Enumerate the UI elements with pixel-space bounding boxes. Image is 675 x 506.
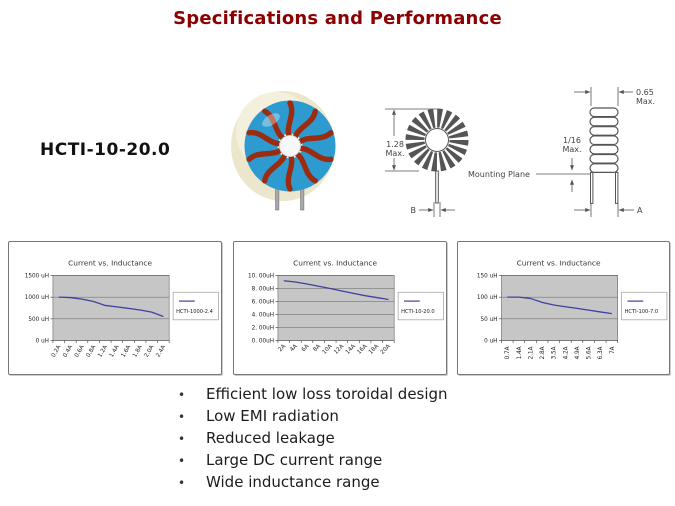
feature-item: • Efficient low loss toroidal design	[178, 384, 448, 406]
svg-text:2. 00uH: 2. 00uH	[252, 325, 274, 331]
svg-text:Current vs. Inductance: Current vs. Inductance	[293, 259, 377, 268]
front-height-dim-max: Max.	[385, 149, 404, 158]
svg-text:1.8A: 1.8A	[132, 344, 144, 358]
product-photo	[231, 91, 336, 211]
svg-text:Current vs. Inductance: Current vs. Inductance	[68, 259, 152, 268]
svg-text:50 uH: 50 uH	[481, 317, 498, 323]
svg-text:HCTI-100-7.0: HCTI-100-7.0	[625, 309, 659, 315]
svg-text:4.9A: 4.9A	[575, 346, 581, 359]
svg-text:18A: 18A	[368, 344, 380, 356]
feature-text: Reduced leakage	[206, 429, 335, 447]
svg-text:14A: 14A	[345, 344, 357, 356]
svg-text:0.2A: 0.2A	[51, 344, 63, 358]
mounting-plane-label: Mounting Plane	[468, 170, 530, 179]
svg-text:0.6A: 0.6A	[74, 344, 86, 358]
svg-text:0 uH: 0 uH	[36, 338, 49, 344]
bullet-icon: •	[178, 432, 186, 446]
core-hole	[279, 135, 301, 157]
feature-text: Efficient low loss toroidal design	[206, 385, 448, 403]
svg-text:2.1A: 2.1A	[528, 346, 534, 359]
svg-text:Current vs. Inductance: Current vs. Inductance	[517, 259, 601, 268]
svg-text:16A: 16A	[356, 344, 368, 356]
svg-text:8. 00uH: 8. 00uH	[252, 286, 274, 292]
svg-text:0. 00uH: 0. 00uH	[252, 338, 274, 344]
svg-text:8A: 8A	[312, 344, 322, 354]
svg-text:6. 00uH: 6. 00uH	[252, 299, 274, 305]
standoff-dim: 1/16	[563, 136, 581, 145]
svg-text:0.4A: 0.4A	[62, 344, 74, 358]
svg-text:7A: 7A	[610, 346, 616, 354]
svg-text:500 uH: 500 uH	[28, 317, 49, 323]
bullet-icon: •	[178, 476, 186, 490]
svg-text:2.0A: 2.0A	[144, 344, 156, 358]
svg-text:1.4A: 1.4A	[517, 346, 523, 359]
svg-text:4. 00uH: 4. 00uH	[252, 312, 274, 318]
svg-text:6A: 6A	[301, 344, 311, 354]
svg-text:20A: 20A	[380, 344, 392, 356]
feature-text: Large DC current range	[206, 451, 383, 469]
svg-text:12A: 12A	[333, 344, 345, 356]
svg-text:2.4A: 2.4A	[155, 344, 167, 358]
front-view: 1.28 Max. Mounting Plane B	[385, 108, 591, 217]
coil-stack	[589, 107, 619, 174]
svg-text:1.6A: 1.6A	[121, 344, 133, 358]
glare	[262, 113, 280, 127]
svg-text:1500 uH: 1500 uH	[25, 273, 49, 279]
standoff-dim-max: Max.	[562, 145, 581, 154]
svg-text:4A: 4A	[289, 344, 299, 354]
svg-text:5.6A: 5.6A	[587, 346, 593, 359]
svg-text:3.5A: 3.5A	[552, 346, 558, 359]
svg-text:10A: 10A	[321, 344, 333, 356]
side-lead-dim: A	[637, 206, 643, 215]
bullet-icon: •	[178, 388, 186, 402]
front-lead-dim: B	[411, 206, 417, 215]
page-title: Specifications and Performance	[173, 8, 502, 29]
feature-text: Wide inductance range	[206, 473, 380, 491]
svg-text:0.8A: 0.8A	[86, 344, 98, 358]
svg-text:0.7A: 0.7A	[505, 346, 511, 359]
bullet-icon: •	[178, 454, 186, 468]
svg-text:4.2A: 4.2A	[563, 346, 569, 359]
side-width-dim: 0.65	[636, 88, 654, 97]
svg-text:1.4A: 1.4A	[109, 344, 121, 358]
front-height-dim: 1.28	[386, 140, 404, 149]
svg-text:HCTI-10-20.0: HCTI-10-20.0	[401, 309, 435, 315]
feature-item: • Reduced leakage	[178, 428, 448, 450]
svg-text:2.8A: 2.8A	[540, 346, 546, 359]
chart-hcti-100-7-0: Current vs. Inductance 150 uH 100 uH 50 uH 0…	[457, 241, 670, 375]
feature-item: • Low EMI radiation	[178, 406, 448, 428]
side-width-dim-max: Max.	[636, 97, 655, 106]
svg-text:0 uH: 0 uH	[484, 338, 497, 344]
svg-text:HCTI-1000-2.4: HCTI-1000-2.4	[176, 309, 213, 315]
side-view: 0.65 Max. 1/16 Max. A	[562, 87, 655, 217]
svg-text:1.2A: 1.2A	[97, 344, 109, 358]
svg-text:150 uH: 150 uH	[477, 273, 498, 279]
feature-item: • Wide inductance range	[178, 472, 448, 494]
dimension-drawing: 1.28 Max. Mounting Plane B	[385, 87, 655, 217]
feature-item: • Large DC current range	[178, 450, 448, 472]
svg-text:2A: 2A	[278, 344, 288, 354]
svg-text:10. 00uH: 10. 00uH	[248, 273, 274, 279]
bullet-icon: •	[178, 410, 186, 424]
svg-text:100 uH: 100 uH	[477, 295, 498, 301]
feature-text: Low EMI radiation	[206, 407, 339, 425]
svg-text:1000 uH: 1000 uH	[25, 295, 49, 301]
features-list: • Efficient low loss toroidal design • Low…	[178, 384, 448, 494]
svg-text:6.3A: 6.3A	[598, 346, 604, 359]
chart-hcti-1000-2-4: Current vs. Inductance 1500 uH 1000 uH 500 …	[8, 241, 222, 375]
chart-hcti-10-20-0: Current vs. Inductance 10. 00uH 8. 00uH 6. …	[233, 241, 447, 375]
part-number: HCTI-10-20.0	[40, 140, 171, 160]
